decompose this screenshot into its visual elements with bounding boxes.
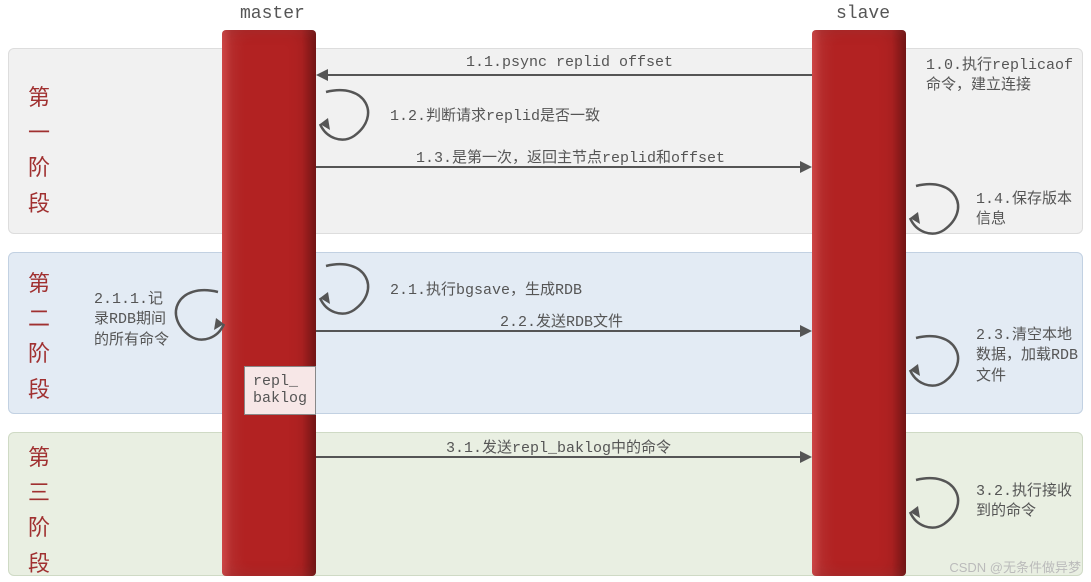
note-text: 1.0.执行replicaof命令，建立连接 xyxy=(926,57,1073,94)
msg-2-2-head xyxy=(800,325,812,337)
watermark: CSDN @无条件做异梦 xyxy=(949,557,1081,576)
msg-1-3-label: 1.3.是第一次，返回主节点replid和offset xyxy=(416,146,725,167)
self-2-1-1-label: 2.1.1.记录RDB期间的所有命令 xyxy=(94,290,174,351)
self-2-1 xyxy=(316,262,386,323)
master-lifeline xyxy=(222,30,316,576)
loop-icon xyxy=(906,182,976,238)
ch: 段 xyxy=(28,372,50,407)
self-1-2-label: 1.2.判断请求replid是否一致 xyxy=(390,104,600,125)
msg-1-1-line xyxy=(328,74,812,76)
note-text: 1.4.保存版本信息 xyxy=(976,191,1072,228)
stage-1-label: 第一阶段 xyxy=(28,80,50,221)
ch: 阶 xyxy=(28,510,50,545)
self-1-4-label: 1.4.保存版本信息 xyxy=(976,190,1076,231)
ch: 二 xyxy=(28,301,50,336)
self-3-2 xyxy=(906,476,976,537)
ch: 段 xyxy=(28,186,50,221)
msg-3-1-label: 3.1.发送repl_baklog中的命令 xyxy=(446,436,671,457)
ch: 第 xyxy=(28,266,50,301)
msg-2-2-label: 2.2.发送RDB文件 xyxy=(500,310,623,331)
note-text: 2.1.1.记录RDB期间的所有命令 xyxy=(94,291,169,349)
loop-icon xyxy=(316,88,386,144)
repl-baklog-box: repl_ baklog xyxy=(244,366,316,415)
note-text: 2.3.清空本地数据，加载RDB文件 xyxy=(976,327,1078,385)
msg-1-1-head xyxy=(316,69,328,81)
slave-lifeline xyxy=(812,30,906,576)
box-line1: repl_ xyxy=(253,373,298,390)
self-2-3-label: 2.3.清空本地数据，加载RDB文件 xyxy=(976,326,1086,387)
slave-label: slave xyxy=(836,4,890,24)
ch: 第 xyxy=(28,440,50,475)
loop-icon xyxy=(316,262,386,318)
self-2-3 xyxy=(906,334,976,395)
msg-3-1-head xyxy=(800,451,812,463)
stage-3-label: 第三阶段 xyxy=(28,440,50,581)
ch: 三 xyxy=(28,475,50,510)
ch: 阶 xyxy=(28,150,50,185)
master-label: master xyxy=(240,4,305,24)
note-1-0: 1.0.执行replicaof命令，建立连接 xyxy=(926,56,1076,97)
note-text: 3.2.执行接收到的命令 xyxy=(976,483,1072,520)
ch: 一 xyxy=(28,115,50,150)
ch: 阶 xyxy=(28,336,50,371)
msg-1-3-head xyxy=(800,161,812,173)
loop-icon xyxy=(906,334,976,390)
ch: 第 xyxy=(28,80,50,115)
self-1-4 xyxy=(906,182,976,243)
box-line2: baklog xyxy=(253,390,307,407)
msg-1-1-label: 1.1.psync replid offset xyxy=(466,54,673,71)
ch: 段 xyxy=(28,546,50,581)
sequence-diagram: 第一阶段 第二阶段 第三阶段 master slave 1.0.执行replic… xyxy=(0,0,1091,582)
stage-2-label: 第二阶段 xyxy=(28,266,50,407)
self-2-1-label: 2.1.执行bgsave，生成RDB xyxy=(390,278,582,299)
self-3-2-label: 3.2.执行接收到的命令 xyxy=(976,482,1076,523)
self-1-2 xyxy=(316,88,386,149)
loop-icon xyxy=(906,476,976,532)
